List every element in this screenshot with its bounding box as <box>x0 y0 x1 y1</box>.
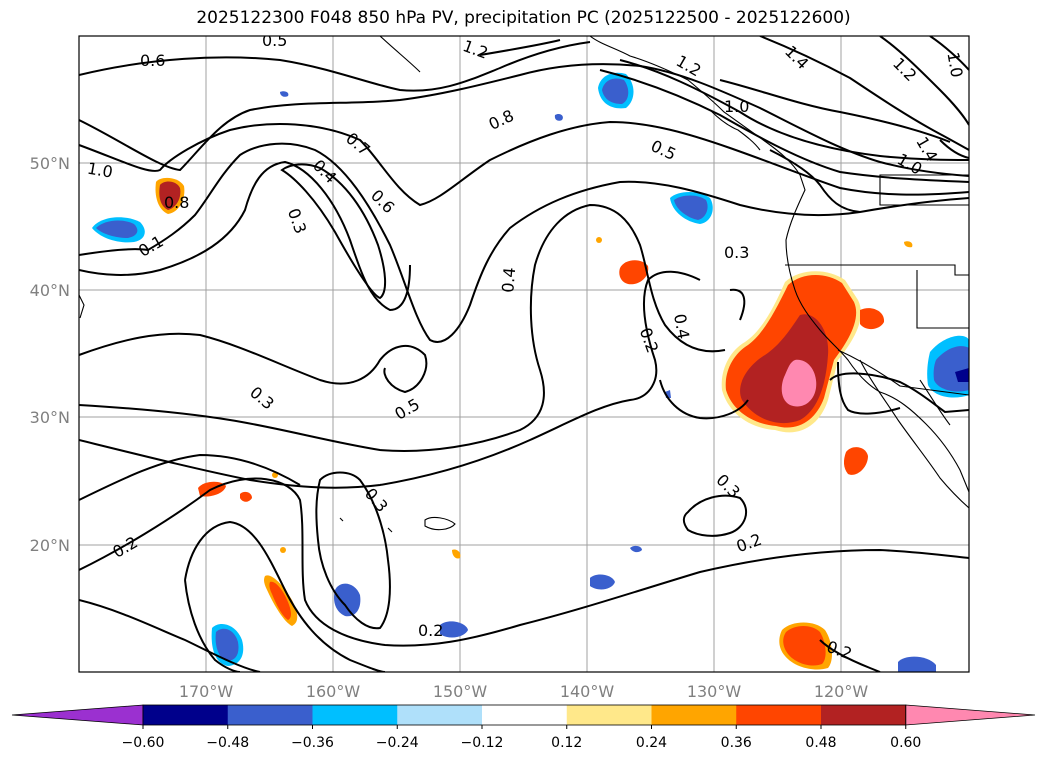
lon-label: 160°W <box>306 682 361 701</box>
colorbar-segment <box>227 705 313 725</box>
coastlines <box>79 36 969 533</box>
pv-contours <box>79 36 969 672</box>
contour-label: 0.8 <box>164 193 189 212</box>
lon-label: 130°W <box>687 682 742 701</box>
map-frame <box>78 35 970 673</box>
colorbar-segment <box>736 705 822 725</box>
colorbar-extend-high <box>905 704 1036 726</box>
lat-label: 50°N <box>30 154 70 173</box>
contour-label: 0.6 <box>140 51 165 70</box>
lon-labels: 170°W 160°W 150°W 140°W 130°W 120°W <box>179 682 869 701</box>
colorbar-segment <box>397 705 483 725</box>
contour-label: 1.0 <box>724 97 749 116</box>
colorbar-segment <box>143 705 229 725</box>
colorbar-segment <box>651 705 737 725</box>
colorbar-tick-label: 0.60 <box>890 735 921 751</box>
colorbar-tick-label: −0.12 <box>461 735 504 751</box>
colorbar-tick-label: −0.60 <box>122 735 165 751</box>
colorbar-tick-label: 0.48 <box>805 735 836 751</box>
lon-label: 170°W <box>179 682 234 701</box>
colorbar-tick-label: 0.12 <box>551 735 582 751</box>
precip-negative <box>92 72 969 672</box>
contour-label: 1.0 <box>943 51 966 79</box>
colorbar-tick-label: 0.36 <box>721 735 752 751</box>
contour-label: 0.4 <box>670 312 693 340</box>
map-title: 2025122300 F048 850 hPa PV, precipitatio… <box>196 8 851 28</box>
lat-label: 30°N <box>30 408 70 427</box>
contour-label: 1.0 <box>86 159 114 182</box>
lat-label: 20°N <box>30 536 70 555</box>
lon-label: 140°W <box>560 682 615 701</box>
colorbar-segment <box>312 705 398 725</box>
colorbar-tick-label: −0.36 <box>291 735 334 751</box>
colorbar-segment <box>821 705 907 725</box>
lon-label: 120°W <box>814 682 869 701</box>
contour-label: 0.2 <box>418 621 443 640</box>
colorbar-segment <box>566 705 652 725</box>
lat-labels: 50°N 40°N 30°N 20°N <box>30 154 70 555</box>
lon-label: 150°W <box>433 682 488 701</box>
colorbar-tick-label: 0.24 <box>636 735 667 751</box>
colorbar-tick-label: −0.24 <box>376 735 419 751</box>
colorbar-extend-low <box>11 704 144 726</box>
contour-label: 0.4 <box>498 267 519 294</box>
precip-positive <box>155 177 913 670</box>
contour-label: 0.3 <box>724 243 749 262</box>
colorbar-segment <box>482 705 568 725</box>
colorbar-tick-label: −0.48 <box>206 735 249 751</box>
colorbar: −0.60 −0.48 −0.36 −0.24 −0.12 0.12 0.24 0.36 0.4… <box>11 704 1036 751</box>
lat-label: 40°N <box>30 281 70 300</box>
colorbar-outline <box>142 704 907 726</box>
contour-label: 0.5 <box>262 31 287 50</box>
